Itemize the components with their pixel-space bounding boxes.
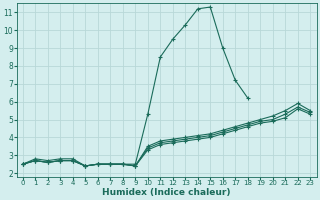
X-axis label: Humidex (Indice chaleur): Humidex (Indice chaleur) bbox=[102, 188, 231, 197]
